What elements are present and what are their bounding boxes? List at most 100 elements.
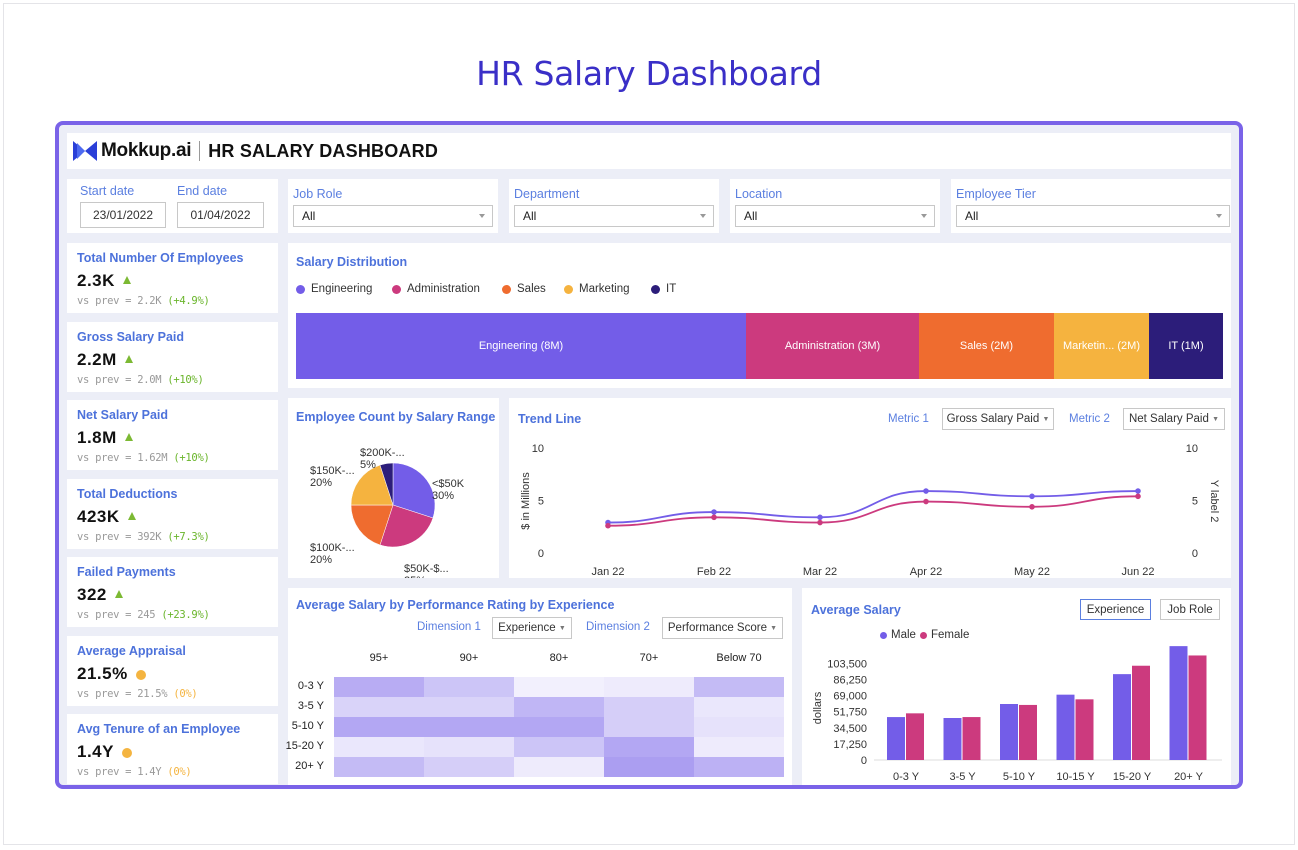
trend-point[interactable] — [923, 488, 929, 494]
location-value: All — [744, 209, 758, 223]
trend-point[interactable] — [605, 522, 611, 529]
salary-bar[interactable] — [1000, 704, 1018, 760]
pie-label: $50K-$... — [404, 563, 449, 575]
salary-bar[interactable] — [1075, 699, 1094, 760]
kpi-value: 423K — [77, 507, 120, 526]
kpi-value: 322 — [77, 585, 107, 604]
heatmap-cell[interactable] — [514, 737, 604, 757]
heatmap-cell[interactable] — [514, 757, 604, 777]
pie-slice[interactable] — [350, 464, 394, 506]
heatmap-cell[interactable] — [604, 757, 694, 777]
trend-point[interactable] — [711, 514, 717, 521]
kpi-prev-value: vs prev = 245 — [77, 609, 156, 621]
pie-slice[interactable] — [379, 504, 434, 548]
distribution-segment[interactable]: Engineering (8M) — [296, 313, 746, 379]
trend-point[interactable] — [923, 498, 929, 505]
salary-bar[interactable] — [887, 717, 905, 760]
trend-point[interactable] — [711, 509, 717, 515]
metric2-dropdown[interactable]: Net Salary Paid ▼ — [1123, 408, 1225, 430]
heatmap-cell[interactable] — [424, 757, 514, 777]
heatmap-cell[interactable] — [334, 717, 424, 737]
distribution-segment[interactable]: Administration (3M) — [746, 313, 919, 379]
heatmap-cell[interactable] — [424, 677, 514, 697]
heatmap-cell[interactable] — [694, 717, 784, 737]
trend-up-icon — [125, 433, 133, 441]
legend-dot-icon — [564, 284, 573, 294]
salary-bar[interactable] — [943, 718, 962, 760]
trend-point[interactable] — [1135, 493, 1141, 500]
heatmap-cell[interactable] — [514, 697, 604, 717]
heatmap-cell[interactable] — [334, 677, 424, 697]
kpi-title: Failed Payments — [77, 565, 176, 579]
employee-tier-select[interactable]: All — [956, 205, 1230, 227]
heatmap-cell[interactable] — [424, 717, 514, 737]
trend-point[interactable] — [1135, 488, 1141, 494]
heatmap-cell[interactable] — [694, 737, 784, 757]
salary-bar[interactable] — [1169, 646, 1188, 760]
y-tick-label: 69,000 — [833, 691, 867, 703]
department-filter: Department All — [509, 179, 719, 233]
pie-slice[interactable] — [392, 462, 436, 519]
heatmap-cell[interactable] — [604, 677, 694, 697]
pie-slice[interactable] — [350, 504, 394, 546]
heatmap-row-label: 5-10 Y — [291, 720, 324, 732]
heatmap-cell[interactable] — [604, 737, 694, 757]
heatmap-cell[interactable] — [694, 677, 784, 697]
distribution-segment[interactable]: Sales (2M) — [919, 313, 1054, 379]
heatmap-cell[interactable] — [424, 697, 514, 717]
salary-bar[interactable] — [1188, 655, 1207, 760]
distribution-segment[interactable]: Marketin... (2M) — [1054, 313, 1149, 379]
salary-bar[interactable] — [1056, 694, 1075, 760]
salary-bar[interactable] — [1019, 704, 1037, 760]
legend-engineering: Engineering — [296, 283, 372, 295]
salary-bar[interactable] — [906, 713, 924, 760]
location-select[interactable]: All — [735, 205, 935, 227]
salary-bar[interactable] — [1132, 665, 1150, 760]
heatmap-cell[interactable] — [604, 717, 694, 737]
department-label: Department — [514, 187, 580, 201]
legend-label: Administration — [407, 283, 480, 295]
dimension2-label: Dimension 2 — [586, 621, 650, 633]
trend-point[interactable] — [1029, 493, 1035, 500]
salary-bar[interactable] — [1113, 674, 1131, 760]
heatmap-cell[interactable] — [514, 677, 604, 697]
legend-dot-icon — [880, 631, 887, 639]
pie-label: <$50K — [432, 478, 465, 490]
kpi-title: Gross Salary Paid — [77, 330, 185, 344]
distribution-segment[interactable]: IT (1M) — [1149, 313, 1223, 379]
dimension2-dropdown[interactable]: Performance Score ▼ — [662, 617, 783, 639]
trend-point[interactable] — [1029, 504, 1035, 510]
job-role-select[interactable]: All — [293, 205, 493, 227]
heatmap-cell[interactable] — [604, 697, 694, 717]
heatmap-cell[interactable] — [424, 737, 514, 757]
heatmap-cell[interactable] — [694, 697, 784, 717]
y2-tick-label: 5 — [1192, 496, 1198, 508]
heatmap-column-label: 90+ — [459, 652, 479, 664]
heatmap-cell[interactable] — [694, 757, 784, 777]
trend-up-icon — [123, 276, 131, 284]
legend-administration: Administration — [392, 283, 480, 295]
heatmap-column-label: 95+ — [369, 652, 389, 664]
x-tick-label: Jun 22 — [1121, 566, 1154, 578]
heatmap-cell[interactable] — [334, 757, 424, 777]
legend-female: Female — [920, 629, 969, 641]
kpi-prev-value: vs prev = 392K — [77, 531, 162, 543]
heatmap-cell[interactable] — [334, 737, 424, 757]
legend-dot-icon — [392, 284, 401, 294]
salary-bar[interactable] — [962, 717, 981, 760]
heatmap-cell[interactable] — [334, 697, 424, 717]
legend-dot-icon — [651, 284, 660, 294]
kpi-change: (+4.9%) — [167, 295, 210, 307]
metric1-dropdown[interactable]: Gross Salary Paid ▼ — [942, 408, 1054, 430]
job-role-toggle[interactable]: Job Role — [1160, 599, 1220, 620]
trend-point[interactable] — [817, 514, 823, 521]
heatmap-cell[interactable] — [514, 717, 604, 737]
trend-point[interactable] — [817, 519, 823, 526]
pie-slice[interactable] — [379, 462, 394, 506]
dimension1-dropdown[interactable]: Experience ▼ — [492, 617, 572, 639]
experience-toggle[interactable]: Experience — [1080, 599, 1151, 620]
start-date-input[interactable]: 23/01/2022 — [80, 202, 166, 228]
end-date-input[interactable]: 01/04/2022 — [177, 202, 264, 228]
heatmap-chart: 95+ 90+ 80+ 70+ Below 70 0-3 Y 3-5 Y 5-10 Y 15-2… — [286, 588, 792, 785]
department-select[interactable]: All — [514, 205, 714, 227]
